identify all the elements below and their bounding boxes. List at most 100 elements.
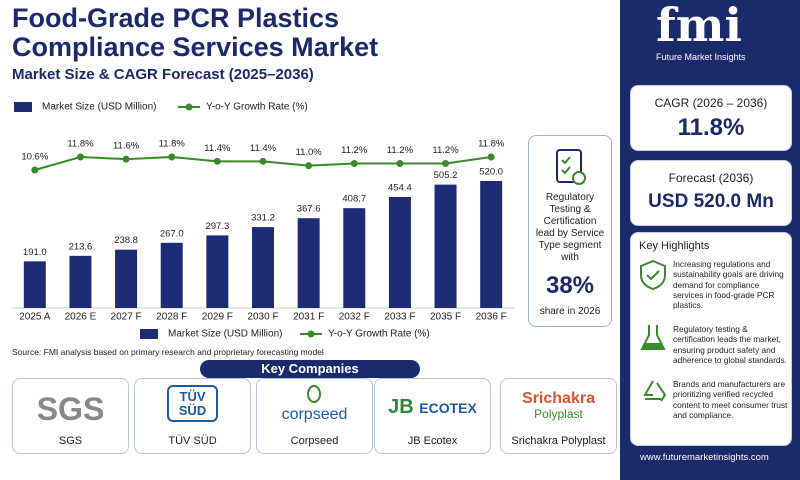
point-label: 11.2% — [387, 145, 414, 156]
icon — [307, 385, 321, 403]
x-tick-label: 2030 F — [247, 312, 278, 323]
point — [259, 157, 267, 165]
company: corpseed Corpseed — [256, 378, 373, 454]
forecast-box: Forecast (2036) USD 520.0 Mn — [630, 160, 792, 226]
company-name: Corpseed — [290, 435, 339, 447]
company-name: Srichakra Polyplast — [511, 435, 606, 447]
point — [168, 153, 176, 161]
point — [442, 160, 450, 167]
side-panel: fmi Future Market Insights CAGR (2026 – … — [620, 0, 800, 480]
legend-dot — [185, 103, 193, 111]
point-label: 11.4% — [204, 143, 231, 154]
point — [350, 160, 358, 167]
bar — [69, 255, 92, 308]
bar-label: 238.8 — [114, 235, 138, 246]
bar-label: 454.4 — [388, 183, 412, 194]
bar-label: 331.2 — [251, 213, 275, 224]
point-label: 11.8% — [478, 139, 505, 150]
bar-label: 267.0 — [160, 228, 184, 239]
x-tick-label: 2028 F — [156, 312, 187, 323]
legend-label: Market Size (USD Million) — [168, 329, 282, 340]
point — [396, 160, 404, 167]
point-label: 10.6% — [21, 152, 48, 163]
x-tick-label: 2027 F — [111, 312, 142, 323]
bar-label: 297.3 — [205, 221, 229, 232]
bar — [160, 242, 183, 308]
highlights-box: Key Highlights Increasing regulations an… — [630, 232, 792, 446]
company-logo: corpseed — [281, 406, 348, 423]
callout: Regulatory Testing & Certification lead … — [528, 135, 612, 327]
x-tick-label: 2033 F — [384, 312, 415, 323]
point-label: 11.2% — [432, 145, 459, 156]
source: Source: FMI analysis based on primary re… — [12, 347, 324, 357]
title: Food-Grade PCR Plastics Compliance Servi… — [12, 3, 379, 62]
chart: 2025 A 2026 E 2027 F 2028 F 2029 F 2030 F 2031… — [12, 102, 515, 340]
company: TÜV SÜD TÜV SÜD — [134, 378, 251, 454]
highlight: Brands and manufacturers are prioritizin… — [673, 379, 788, 421]
bar — [434, 184, 457, 308]
cagr-label: CAGR (2026 – 2036) — [654, 96, 768, 110]
point-label: 11.4% — [250, 143, 277, 154]
bar-label: 408.7 — [342, 194, 366, 205]
company: SGS SGS — [12, 378, 129, 454]
company-name: SGS — [58, 435, 83, 447]
legend-dot — [307, 330, 315, 338]
point — [76, 153, 84, 161]
callout-text: Regulatory Testing & Certification lead … — [535, 192, 605, 263]
point-label: 11.8% — [159, 139, 186, 150]
company-logo: ECOTEX — [419, 400, 477, 416]
company-logo: JB — [388, 396, 414, 418]
point-label: 11.8% — [67, 139, 94, 150]
highlight: Increasing regulations and sustainabilit… — [673, 259, 784, 311]
legend-swatch — [14, 102, 32, 112]
company-logo: SÜD — [178, 402, 207, 418]
bar — [23, 261, 46, 308]
companies-title: Key Companies — [200, 360, 420, 378]
x-tick-label: 2026 E — [65, 312, 97, 323]
bar-label: 520.0 — [479, 167, 503, 178]
point — [31, 166, 39, 174]
cagr-value: 11.8% — [677, 114, 745, 141]
bar — [297, 218, 320, 308]
legend-label: Y-o-Y Growth Rate (%) — [206, 102, 308, 113]
highlight: Regulatory testing & certification leads… — [673, 324, 787, 366]
bar-label: 213.6 — [69, 241, 93, 252]
x-tick-label: 2025 A — [19, 312, 50, 323]
callout-value: 38% — [545, 272, 595, 299]
company-logo: Polyplast — [534, 406, 583, 421]
website: www.futuremarketinsights.com — [640, 452, 769, 463]
point — [213, 157, 221, 165]
x-tick-label: 2029 F — [202, 312, 233, 323]
bar — [388, 197, 411, 308]
point — [487, 153, 495, 161]
brand-name: Future Market Insights — [656, 52, 746, 62]
highlights-title: Key Highlights — [639, 240, 710, 252]
bar — [480, 181, 503, 308]
point — [305, 162, 313, 170]
cagr-box: CAGR (2026 – 2036) 11.8% — [630, 85, 792, 151]
callout-note: share in 2026 — [539, 306, 601, 317]
company-logo: SGS — [36, 391, 105, 427]
legend-swatch — [140, 329, 158, 339]
x-tick-label: 2035 F — [430, 312, 461, 323]
company-logo: Srichakra — [522, 390, 595, 407]
legend-label: Market Size (USD Million) — [42, 102, 156, 113]
bar — [115, 249, 138, 308]
bar-label: 367.6 — [297, 204, 321, 215]
x-tick-label: 2032 F — [339, 312, 370, 323]
brand-logo: fmi — [656, 0, 742, 52]
company-name: TÜV SÜD — [168, 435, 217, 447]
point-label: 11.6% — [113, 141, 140, 152]
bar — [206, 235, 229, 308]
icons — [640, 259, 667, 402]
icon — [556, 149, 586, 185]
bar — [252, 227, 274, 308]
point — [122, 155, 130, 163]
company-logo: TÜV — [179, 389, 206, 404]
forecast-value: USD 520.0 Mn — [648, 191, 774, 212]
x-tick-label: 2031 F — [293, 312, 324, 323]
company: JB ECOTEX JB Ecotex — [374, 378, 491, 454]
point-label: 11.0% — [296, 147, 323, 158]
bar-label: 505.2 — [434, 170, 458, 181]
